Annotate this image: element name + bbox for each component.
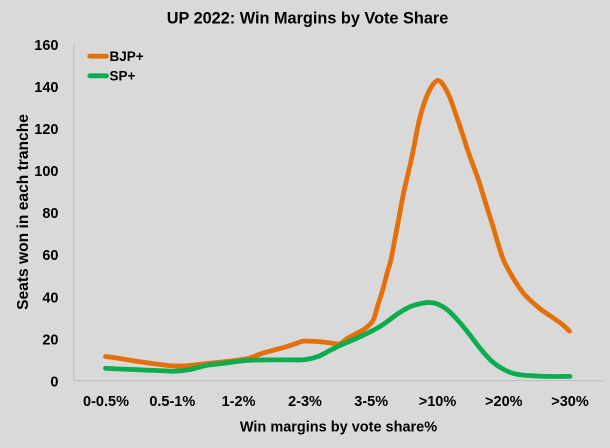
svg-text:SP+: SP+ <box>110 68 136 83</box>
svg-text:40: 40 <box>42 290 58 306</box>
svg-text:>20%: >20% <box>485 394 523 410</box>
svg-text:80: 80 <box>42 206 58 222</box>
svg-text:Win margins by vote share%: Win margins by vote share% <box>240 420 437 436</box>
svg-text:Seats won in each tranche: Seats won in each tranche <box>15 114 32 310</box>
svg-text:0.5-1%: 0.5-1% <box>149 394 195 410</box>
svg-text:BJP+: BJP+ <box>110 49 144 64</box>
svg-text:0-0.5%: 0-0.5% <box>83 394 129 410</box>
svg-text:60: 60 <box>42 248 58 264</box>
svg-text:0: 0 <box>50 374 58 390</box>
svg-text:160: 160 <box>34 38 58 54</box>
svg-text:>30%: >30% <box>551 394 589 410</box>
svg-text:>10%: >10% <box>419 394 457 410</box>
svg-text:UP 2022: Win Margins by Vote S: UP 2022: Win Margins by Vote Share <box>167 10 449 28</box>
svg-text:3-5%: 3-5% <box>354 394 388 410</box>
svg-text:140: 140 <box>34 80 58 96</box>
svg-text:20: 20 <box>42 332 58 348</box>
svg-text:2-3%: 2-3% <box>288 394 322 410</box>
svg-text:120: 120 <box>34 122 58 138</box>
svg-text:100: 100 <box>34 164 58 180</box>
svg-text:1-2%: 1-2% <box>222 394 256 410</box>
